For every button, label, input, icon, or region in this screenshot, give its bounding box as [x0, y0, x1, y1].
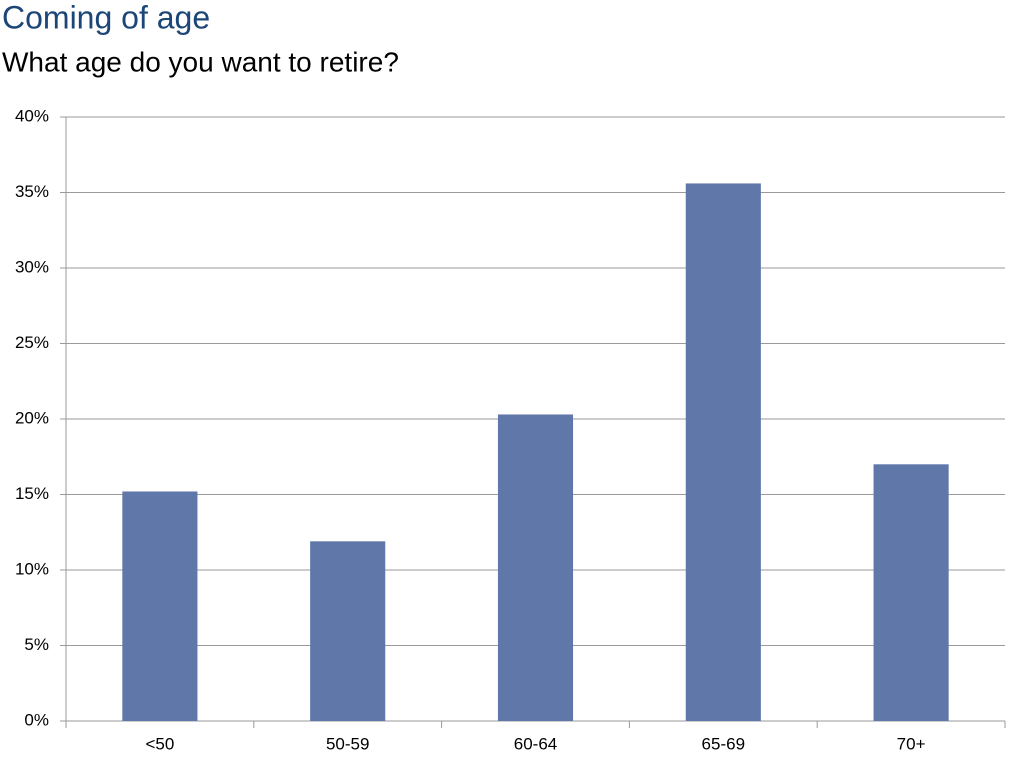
x-tick-label: <50: [145, 734, 174, 753]
y-tick-label: 25%: [15, 333, 49, 352]
y-tick-label: 15%: [15, 484, 49, 503]
chart-title: Coming of age: [2, 0, 210, 35]
y-tick-label: 30%: [15, 257, 49, 276]
bar: [122, 491, 198, 721]
y-tick-label: 10%: [15, 559, 49, 578]
bar: [873, 464, 949, 721]
chart-subtitle: What age do you want to retire?: [2, 46, 399, 77]
x-tick-label: 50-59: [326, 734, 369, 753]
bar: [685, 183, 761, 721]
y-tick-label: 0%: [24, 710, 49, 729]
x-tick-label: 65-69: [702, 734, 745, 753]
y-tick-label: 40%: [15, 106, 49, 125]
x-tick-label: 70+: [897, 734, 926, 753]
y-tick-label: 20%: [15, 408, 49, 427]
y-tick-label: 5%: [24, 635, 49, 654]
x-tick-label: 60-64: [514, 734, 557, 753]
bar: [497, 414, 574, 721]
y-tick-label: 35%: [15, 182, 49, 201]
bar: [310, 541, 386, 721]
